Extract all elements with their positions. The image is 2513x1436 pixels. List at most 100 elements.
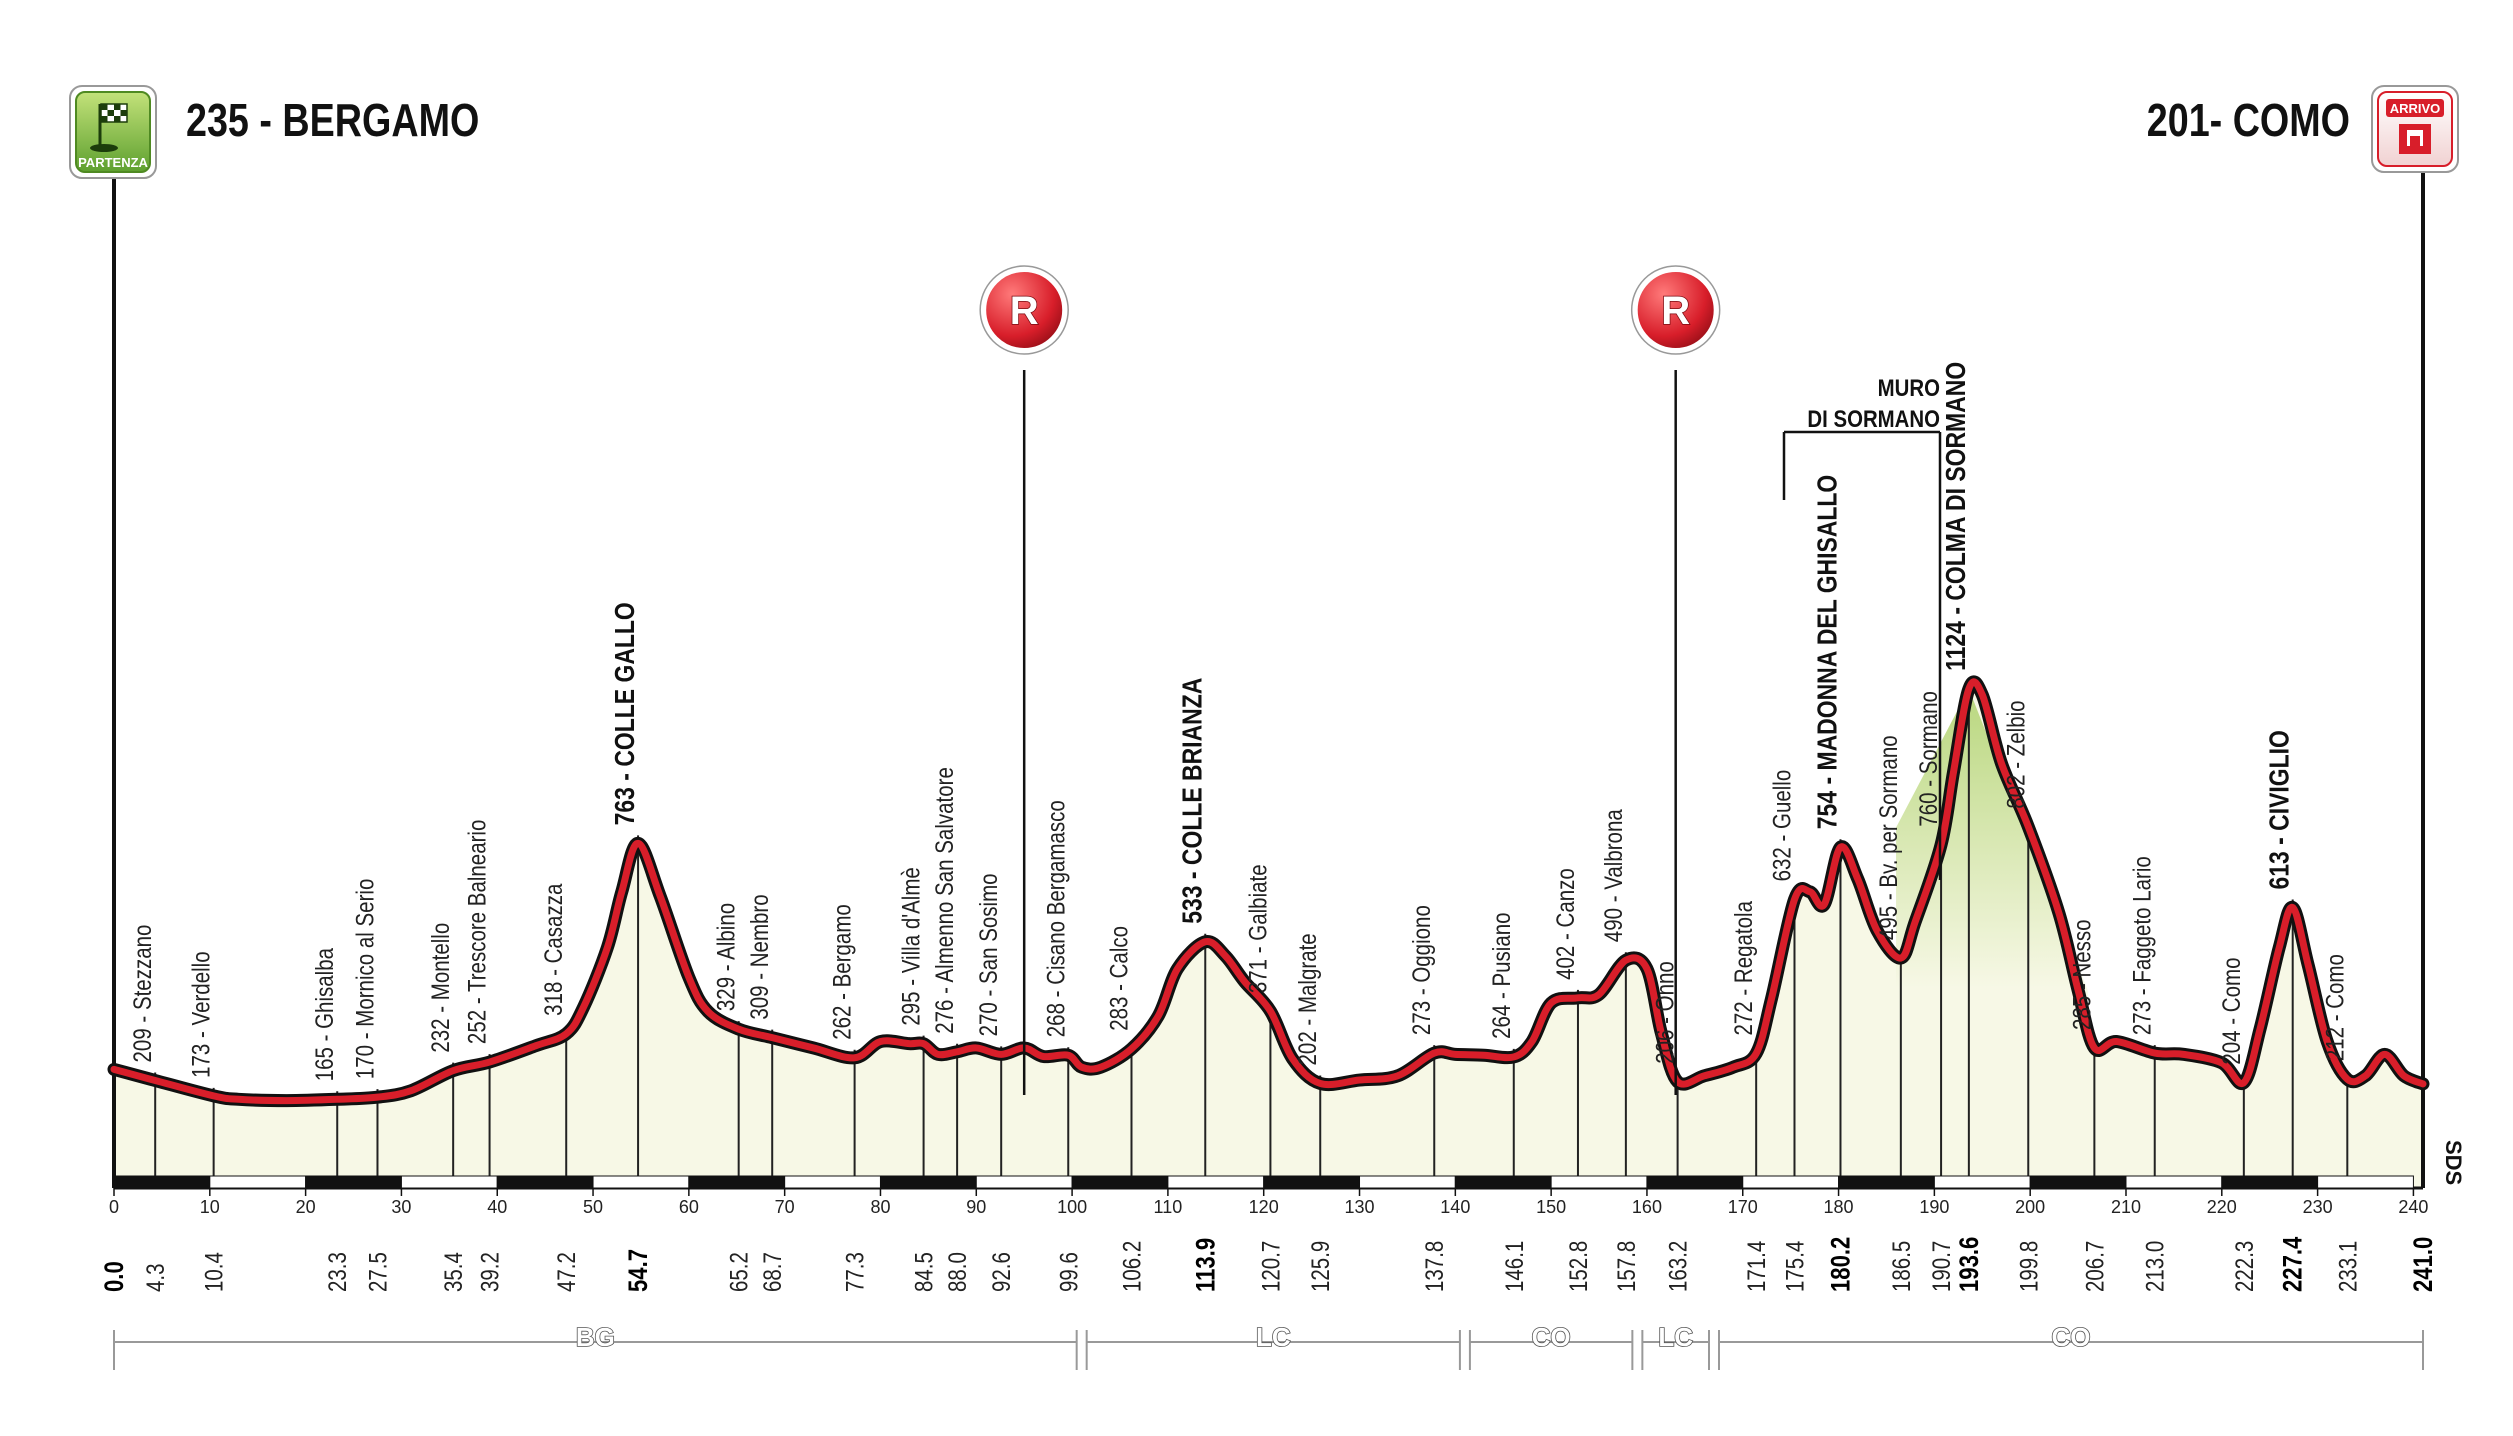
waypoint-label: 268 - Cisano Bergamasco <box>1041 800 1069 1037</box>
tick-label: 140 <box>1440 1197 1470 1217</box>
waypoint-label: 613 - CIVIGLIO <box>2265 730 2296 889</box>
tick-label: 60 <box>679 1197 699 1217</box>
waypoint-label: 632 - Guello <box>1768 770 1796 882</box>
tick-label: 230 <box>2303 1197 2333 1217</box>
province-bar: BG LC CO LC CO <box>113 1321 2424 1370</box>
waypoint-km-label: 125.9 <box>1306 1241 1334 1292</box>
scale-segment <box>1359 1175 1456 1189</box>
waypoint-km-label: 152.8 <box>1564 1241 1592 1292</box>
feed-zone-letter: R <box>1010 289 1039 333</box>
tick-label: 200 <box>2015 1197 2045 1217</box>
waypoint-label: 295 - Villa d'Almè <box>897 867 925 1025</box>
waypoint-label: 232 - Montello <box>426 923 454 1053</box>
waypoint-label: 490 - Valbrona <box>1599 809 1627 942</box>
tick-label: 170 <box>1728 1197 1758 1217</box>
waypoint-km-label: 92.6 <box>987 1252 1015 1292</box>
climb-note-line1: MURO <box>1878 374 1940 401</box>
waypoint-km-label: 120.7 <box>1256 1241 1284 1292</box>
province-label: LC <box>1658 1322 1693 1352</box>
scale-segment <box>1838 1175 1935 1189</box>
waypoint-km-label: 39.2 <box>476 1252 504 1292</box>
waypoint-km-label: 84.5 <box>910 1252 938 1292</box>
scale-segment <box>1071 1175 1169 1189</box>
waypoint-km-labels: 0.0 4.3 10.4 23.3 27.5 35.4 39.2 47.2 54.7 65.2 68… <box>100 1236 2439 1292</box>
waypoint-label: 204 - Como <box>2217 958 2245 1065</box>
waypoint-km-label: 0.0 <box>100 1261 130 1292</box>
sds-logo: SDS <box>2441 1140 2466 1185</box>
profile-area <box>114 681 2423 1188</box>
waypoint-label: 285 - Nesso <box>2067 919 2095 1030</box>
waypoint-label: 262 - Bergamo <box>828 904 856 1040</box>
waypoint-km-label: 106.2 <box>1118 1241 1146 1292</box>
waypoint-km-label: 227.4 <box>2279 1236 2309 1292</box>
start-city-label: 235 - BERGAMO <box>186 94 479 145</box>
tick-label: 40 <box>487 1197 507 1217</box>
scale-segment <box>305 1175 402 1189</box>
waypoint-label: 173 - Verdello <box>187 951 215 1078</box>
tick-label: 160 <box>1632 1197 1662 1217</box>
feed-zone-icon <box>982 268 1067 352</box>
waypoint-km-label: 65.2 <box>725 1252 753 1292</box>
waypoint-labels: 209 - Stezzano 173 - Verdello 165 - Ghisal… <box>128 362 2349 1081</box>
scale-segment <box>2125 1175 2223 1189</box>
scale-segment <box>400 1175 498 1189</box>
tick-label: 90 <box>966 1197 986 1217</box>
waypoint-km-label: 54.7 <box>624 1249 654 1292</box>
waypoint-label: 754 - MADONNA DEL GHISALLO <box>1812 475 1843 830</box>
waypoint-km-label: 222.3 <box>2230 1241 2258 1292</box>
waypoint-km-label: 146.1 <box>1500 1241 1528 1292</box>
scale-segment <box>1263 1175 1361 1189</box>
waypoint-label: 309 - Nembro <box>745 894 773 1019</box>
waypoint-km-label: 233.1 <box>2333 1241 2361 1292</box>
finish-badge: ARRIVO <box>2371 85 2459 173</box>
tick-label: 240 <box>2398 1197 2428 1217</box>
start-badge: PARTENZA <box>69 85 157 179</box>
tick-label: 10 <box>200 1197 220 1217</box>
km-tick-labels: 0 10 20 30 40 50 60 70 80 90 100 110 120 130 140 150 160… <box>109 1188 2428 1217</box>
waypoint-km-label: 47.2 <box>552 1252 580 1292</box>
province-label: LC <box>1256 1322 1291 1352</box>
waypoint-km-label: 180.2 <box>1827 1237 1857 1292</box>
tick-label: 210 <box>2111 1197 2141 1217</box>
waypoint-label: 270 - San Sosimo <box>974 873 1002 1036</box>
tick-label: 30 <box>391 1197 411 1217</box>
scale-segment <box>1167 1175 1265 1189</box>
tick-label: 20 <box>296 1197 316 1217</box>
waypoint-label: 273 - Faggeto Lario <box>2128 856 2156 1035</box>
scale-segment <box>592 1175 690 1189</box>
tick-label: 110 <box>1154 1197 1183 1217</box>
waypoint-km-label: 157.8 <box>1612 1241 1640 1292</box>
waypoint-label: 170 - Mornico al Serio <box>351 879 379 1080</box>
waypoint-km-label: 175.4 <box>1781 1240 1809 1292</box>
waypoint-label: 273 - Oggiono <box>1407 905 1435 1035</box>
scale-segment <box>2029 1175 2127 1189</box>
waypoint-km-label: 206.7 <box>2080 1241 2108 1292</box>
waypoint-km-label: 193.6 <box>1955 1237 1985 1292</box>
waypoint-label: 212 - Como <box>2320 954 2348 1061</box>
tick-label: 100 <box>1057 1197 1087 1217</box>
waypoint-label: 209 - Stezzano <box>128 925 156 1063</box>
waypoint-lines <box>154 680 2349 1188</box>
waypoint-label: 283 - Calco <box>1105 926 1133 1031</box>
waypoint-km-label: 88.0 <box>943 1252 971 1292</box>
waypoint-km-label: 35.4 <box>439 1252 467 1292</box>
waypoint-km-label: 68.7 <box>758 1252 786 1292</box>
waypoint-km-label: 10.4 <box>200 1252 228 1292</box>
tick-label: 220 <box>2207 1197 2237 1217</box>
scale-segment <box>1646 1175 1744 1189</box>
waypoint-km-label: 27.5 <box>364 1252 392 1292</box>
waypoint-label: 318 - Casazza <box>539 883 567 1015</box>
waypoint-label: 165 - Ghisalba <box>310 948 338 1082</box>
waypoint-km-label: 186.5 <box>1887 1241 1915 1292</box>
tick-label: 120 <box>1249 1197 1279 1217</box>
finish-city-label: 201- COMO <box>2147 94 2350 145</box>
climb-note-line2: DI SORMANO <box>1807 405 1940 432</box>
scale-segment <box>784 1175 881 1189</box>
waypoint-km-label: 23.3 <box>323 1252 351 1292</box>
scale-segment <box>209 1175 307 1189</box>
scale-segment <box>879 1175 977 1189</box>
waypoint-km-label: 190.7 <box>1927 1241 1955 1292</box>
start-badge-text: PARTENZA <box>78 155 148 170</box>
